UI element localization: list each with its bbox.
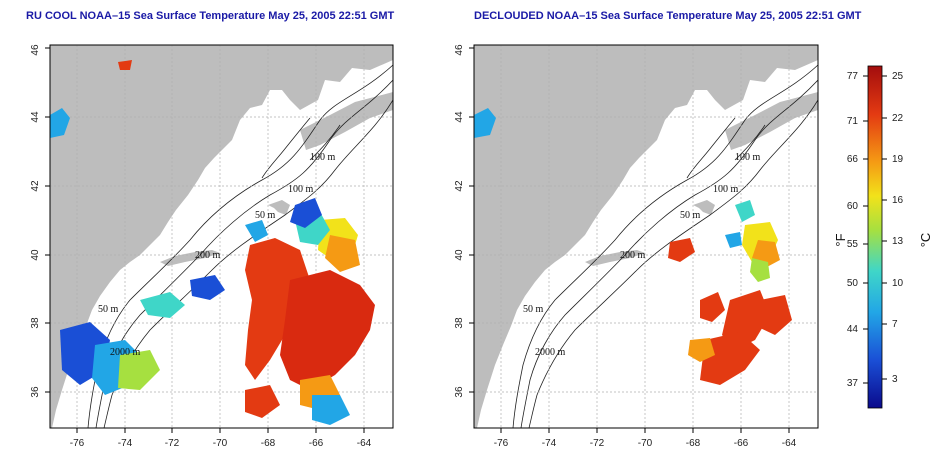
left-x-tick-label: -74 [118, 438, 133, 449]
right-y-tick-label: 44 [454, 111, 465, 123]
colorbar-c-tick-marks [882, 75, 887, 380]
left-x-tick-label: -66 [309, 438, 324, 449]
temperature-colorbar: 77 71 66 60 55 50 44 37 25 22 19 16 13 1… [833, 65, 933, 409]
colorbar-gradient [867, 65, 883, 409]
colorbar-f-tick-label: 50 [847, 278, 859, 289]
left-y-tick-label: 44 [30, 111, 41, 123]
colorbar-celsius-unit: °C [918, 233, 933, 248]
left-x-tick-label: -68 [261, 438, 276, 449]
right-map-panel: 100 m 100 m 50 m 200 m 50 m 2000 m -76 -… [454, 44, 819, 449]
right-y-tick-label: 38 [454, 317, 465, 329]
left-y-tick-label: 42 [30, 180, 41, 192]
right-x-tick-label: -76 [494, 438, 509, 449]
left-x-tick-label: -76 [70, 438, 85, 449]
right-x-tick-label: -68 [686, 438, 701, 449]
left-long-island [160, 250, 220, 266]
right-y-tick-label: 46 [454, 44, 465, 56]
colorbar-fahrenheit-unit: °F [833, 233, 848, 246]
left-x-tick-label: -72 [165, 438, 180, 449]
right-graticule [474, 45, 818, 428]
right-x-tick-label: -74 [542, 438, 557, 449]
right-map-title: DECLOUDED NOAA–15 Sea Surface Temperatur… [474, 10, 862, 22]
right-contour-label-200m: 200 m [620, 250, 646, 261]
left-frame [49, 44, 394, 429]
right-contour-label-100m-a: 100 m [735, 152, 761, 163]
left-map-panel: 100 m 100 m 50 m 200 m 50 m 2000 m -76 -… [30, 44, 394, 449]
left-y-tick-label: 46 [30, 44, 41, 56]
right-contour-label-50m-b: 50 m [523, 304, 544, 315]
left-sst-patches [50, 60, 375, 425]
colorbar-f-tick-label: 55 [847, 239, 859, 250]
right-x-tick-label: -64 [782, 438, 797, 449]
colorbar-c-tick-label: 13 [892, 236, 904, 247]
colorbar-f-tick-label: 60 [847, 201, 859, 212]
right-x-tick-label: -72 [590, 438, 605, 449]
colorbar-c-tick-label: 3 [892, 374, 898, 385]
left-contour-label-2000m: 2000 m [110, 347, 141, 358]
left-contour-label-100m-a: 100 m [310, 152, 336, 163]
right-cape-cod [693, 200, 715, 215]
colorbar-c-tick-label: 25 [892, 71, 904, 82]
left-map-title: RU COOL NOAA–15 Sea Surface Temperature … [26, 10, 395, 22]
colorbar-f-tick-label: 71 [847, 116, 859, 127]
left-contour-label-50m-a: 50 m [255, 210, 276, 221]
colorbar-c-tick-label: 7 [892, 319, 898, 330]
right-x-tick-marks [500, 428, 790, 433]
right-sst-patches [474, 108, 792, 385]
left-y-tick-label: 40 [30, 249, 41, 261]
left-contour-label-200m: 200 m [195, 250, 221, 261]
right-y-tick-label: 40 [454, 249, 465, 261]
left-cape-cod [268, 200, 290, 215]
colorbar-f-tick-label: 37 [847, 378, 859, 389]
colorbar-c-tick-label: 16 [892, 195, 904, 206]
left-nova-scotia [300, 92, 393, 150]
left-contour-label-50m-b: 50 m [98, 304, 119, 315]
left-y-tick-label: 38 [30, 317, 41, 329]
right-long-island [585, 250, 645, 266]
left-contour-label-100m-b: 100 m [288, 184, 314, 195]
colorbar-f-tick-marks [863, 75, 868, 384]
right-frame [473, 44, 819, 429]
left-y-tick-label: 36 [30, 386, 41, 398]
right-nova-scotia [725, 92, 818, 150]
colorbar-c-tick-label: 10 [892, 278, 904, 289]
right-contour-label-50m-a: 50 m [680, 210, 701, 221]
right-x-tick-label: -70 [638, 438, 653, 449]
left-x-tick-label: -64 [357, 438, 372, 449]
right-contour-label-2000m: 2000 m [535, 347, 566, 358]
right-x-tick-label: -66 [734, 438, 749, 449]
right-y-tick-marks [469, 47, 474, 393]
left-x-tick-marks [76, 428, 365, 433]
colorbar-f-tick-label: 66 [847, 154, 859, 165]
colorbar-c-tick-label: 22 [892, 113, 904, 124]
right-y-tick-label: 42 [454, 180, 465, 192]
colorbar-c-tick-label: 19 [892, 154, 904, 165]
colorbar-f-tick-label: 77 [847, 71, 859, 82]
colorbar-f-tick-label: 44 [847, 324, 859, 335]
right-chesapeake [509, 315, 523, 378]
right-contour-label-100m-b: 100 m [713, 184, 739, 195]
left-x-tick-label: -70 [213, 438, 228, 449]
right-land-mass [474, 45, 818, 428]
right-y-tick-label: 36 [454, 386, 465, 398]
left-land-mass [50, 45, 393, 428]
left-y-tick-marks [45, 47, 50, 393]
